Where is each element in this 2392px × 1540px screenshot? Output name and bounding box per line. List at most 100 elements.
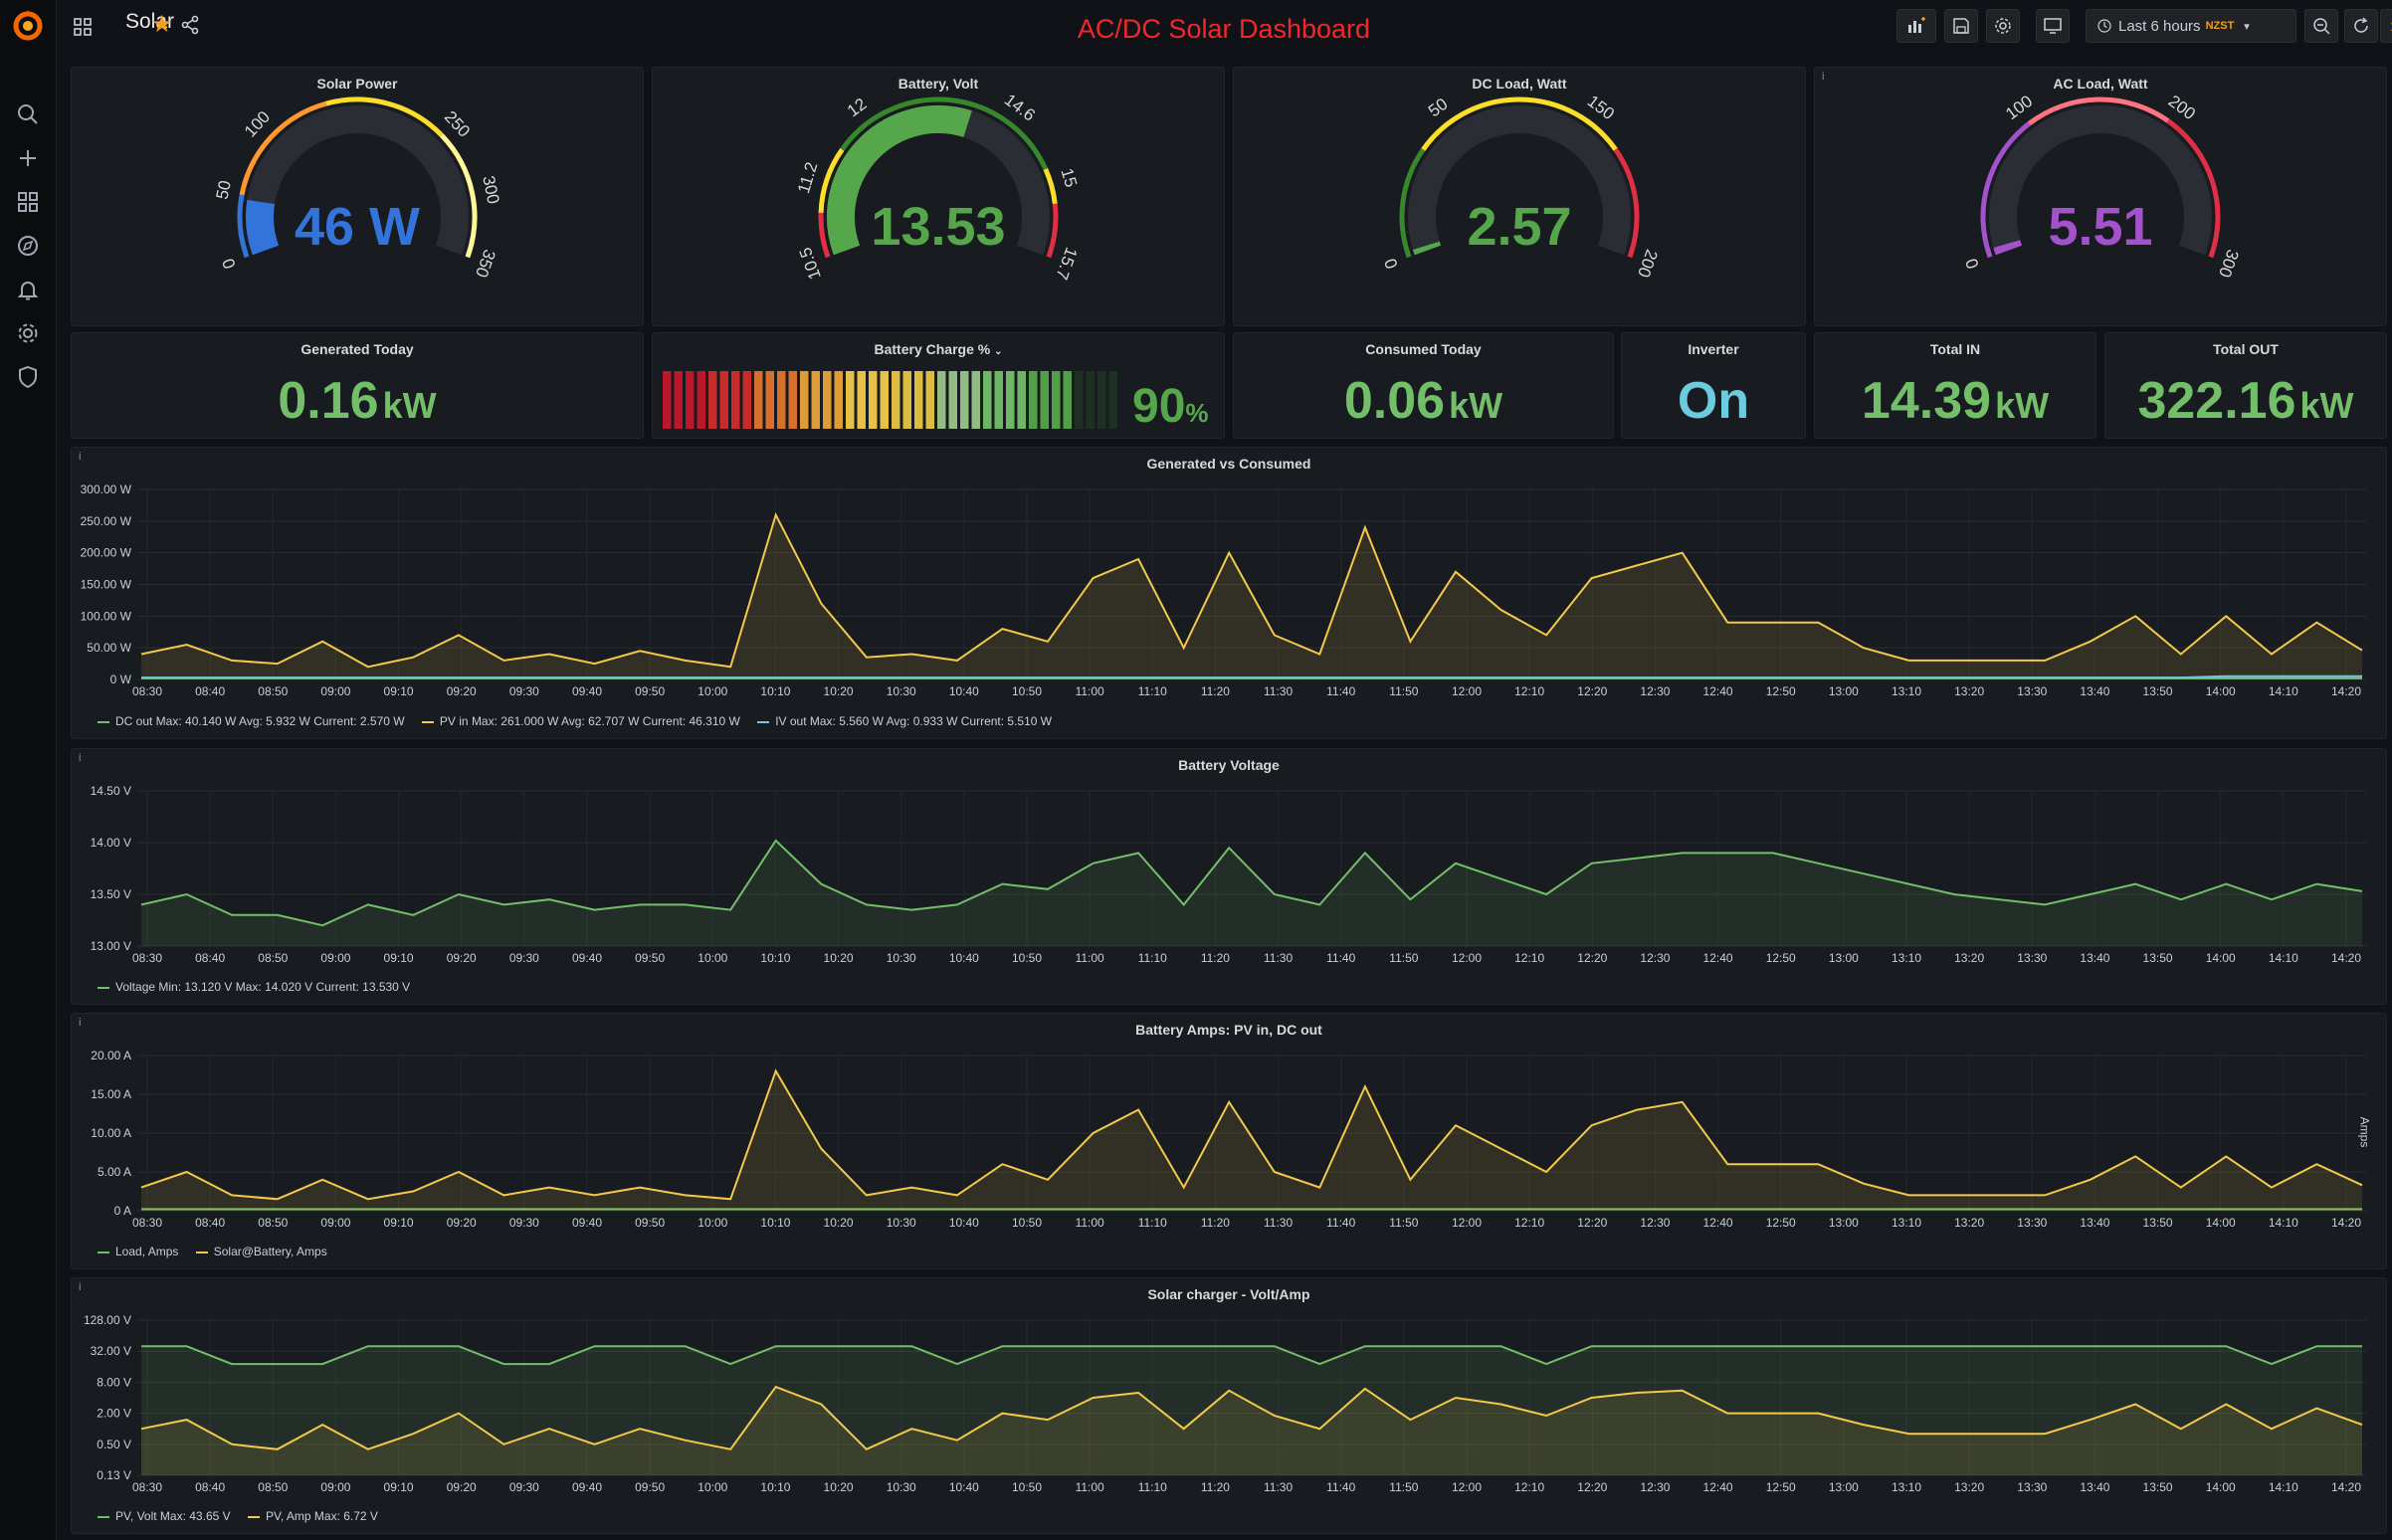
x-tick-label: 14:20: [2331, 951, 2361, 965]
gauge-panel-ac-load: i AC Load, Watt 0 100 200 300 5.51: [1814, 67, 2387, 326]
x-tick-label: 09:50: [635, 684, 665, 698]
x-tick-label: 13:50: [2143, 951, 2173, 965]
gauge-tick-label: 12: [844, 96, 871, 120]
legend-item[interactable]: Solar@Battery, Amps: [195, 1245, 327, 1258]
legend-swatch: [98, 986, 109, 989]
gauge-tick-label: 300: [479, 174, 502, 206]
legend-item[interactable]: DC out Max: 40.140 W Avg: 5.932 W Curren…: [98, 714, 405, 728]
bar-gauge-cell: [892, 371, 900, 429]
tv-mode-button[interactable]: [2036, 9, 2070, 43]
chart-legend: Voltage Min: 13.120 V Max: 14.020 V Curr…: [98, 980, 424, 994]
gauge-value-arc: [1412, 241, 1442, 256]
zoom-out-icon: [2313, 18, 2330, 35]
panel-title: DC Load, Watt: [1472, 76, 1567, 92]
x-tick-label: 11:30: [1264, 1216, 1293, 1230]
x-tick-label: 11:30: [1264, 1480, 1293, 1494]
stat-unit: kW: [1995, 385, 2050, 426]
dashboards-icon[interactable]: [15, 189, 41, 215]
bar-gauge-cell: [731, 371, 740, 429]
stat-number: 322.16: [2137, 372, 2296, 430]
bar-gauge-cell: [1097, 371, 1106, 429]
alerting-bell-icon[interactable]: [15, 277, 41, 302]
info-icon[interactable]: i: [79, 1281, 82, 1293]
save-dashboard-button[interactable]: [1944, 9, 1978, 43]
x-tick-label: 09:20: [447, 1216, 477, 1230]
gauge-value-text: 46 W: [295, 197, 420, 257]
x-tick-label: 12:30: [1640, 951, 1670, 965]
add-panel-button[interactable]: [1896, 9, 1936, 43]
y-tick-label: 10.00 A: [91, 1126, 131, 1140]
legend-text: PV in Max: 261.000 W Avg: 62.707 W Curre…: [439, 714, 740, 728]
share-icon[interactable]: [179, 14, 201, 36]
chart-legend: Load, Amps Solar@Battery, Amps: [98, 1245, 341, 1258]
configuration-gear-icon[interactable]: [15, 320, 41, 346]
gauge-threshold-band: [1399, 147, 1426, 259]
favorite-star-icon[interactable]: ★: [151, 11, 173, 38]
bar-gauge-cell: [1108, 371, 1117, 429]
chart-battery-amps[interactable]: 0 A 5.00 A 10.00 A 15.00 A 20.00 A 08:30 08:40…: [72, 1044, 2386, 1233]
gauge-threshold-band: [818, 147, 845, 213]
chart-legend: DC out Max: 40.140 W Avg: 5.932 W Curren…: [98, 714, 1066, 728]
x-tick-label: 08:40: [195, 684, 225, 698]
gauge-threshold-band: [1046, 203, 1059, 259]
gauge-tick-label: 15.7: [1052, 245, 1081, 283]
info-icon[interactable]: i: [79, 451, 82, 463]
legend-swatch: [757, 720, 770, 723]
x-tick-label: 09:20: [447, 1480, 477, 1494]
x-tick-label: 14:20: [2331, 1480, 2361, 1494]
stat-unit: kW: [2299, 385, 2354, 426]
x-tick-label: 09:50: [635, 951, 665, 965]
legend-item[interactable]: Load, Amps: [98, 1245, 178, 1258]
legend-item[interactable]: PV, Volt Max: 43.65 V: [98, 1509, 231, 1523]
x-tick-label: 08:40: [195, 1216, 225, 1230]
x-tick-label: 11:00: [1076, 684, 1104, 698]
stat-unit: kW: [1449, 385, 1503, 426]
y-tick-label: 13.00 V: [91, 939, 131, 953]
info-icon[interactable]: i: [79, 752, 82, 764]
panel-title[interactable]: Battery Charge % ⌄: [653, 341, 1224, 357]
y-tick-label: 250.00 W: [81, 514, 132, 528]
legend-item[interactable]: IV out Max: 5.560 W Avg: 0.933 W Current…: [757, 714, 1052, 728]
chevron-down-icon: ▾: [2244, 20, 2250, 33]
bar-gauge-cell: [983, 371, 992, 429]
stat-unit: %: [1185, 398, 1209, 428]
x-tick-label: 11:40: [1326, 684, 1355, 698]
dashboard-name-link[interactable]: Solar: [125, 10, 175, 33]
chart-generated-vs-consumed[interactable]: 0 W 50.00 W 100.00 W 150.00 W 200.00 W 250.00…: [72, 478, 2386, 701]
explore-compass-icon[interactable]: [15, 233, 41, 259]
gauge-tick-label: 50: [1425, 96, 1452, 120]
monitor-icon: [2044, 18, 2062, 34]
legend-item[interactable]: PV in Max: 261.000 W Avg: 62.707 W Curre…: [421, 714, 740, 728]
chart-battery-voltage[interactable]: 13.00 V 13.50 V 14.00 V 14.50 V 08:30 08:40 08…: [72, 779, 2386, 968]
dashboard-settings-button[interactable]: [1986, 9, 2020, 43]
stat-unit: kW: [382, 385, 437, 426]
legend-text: Solar@Battery, Amps: [213, 1245, 327, 1258]
zoom-out-button[interactable]: [2304, 9, 2338, 43]
refresh-interval-picker[interactable]: 10s ▾: [2380, 9, 2392, 43]
chart-legend: PV, Volt Max: 43.65 V PV, Amp Max: 6.72 …: [98, 1509, 392, 1523]
grafana-logo-icon[interactable]: [10, 8, 46, 44]
gauge-threshold-band: [237, 194, 250, 259]
panel-title: AC Load, Watt: [2053, 76, 2148, 92]
server-admin-shield-icon[interactable]: [15, 364, 41, 390]
info-icon[interactable]: i: [79, 1017, 82, 1029]
gauge-threshold-band: [2027, 96, 2170, 126]
time-range-picker[interactable]: Last 6 hours NZST ▾: [2086, 9, 2296, 43]
series-line: [140, 839, 2363, 927]
search-icon[interactable]: [15, 101, 41, 127]
x-tick-label: 10:30: [887, 951, 916, 965]
x-tick-label: 11:40: [1326, 1216, 1355, 1230]
plus-icon[interactable]: [15, 145, 41, 171]
legend-item[interactable]: Voltage Min: 13.120 V Max: 14.020 V Curr…: [98, 980, 410, 994]
y-tick-label: 0.50 V: [97, 1438, 131, 1451]
x-tick-label: 10:20: [824, 951, 854, 965]
info-icon[interactable]: i: [1822, 71, 1825, 83]
x-tick-label: 10:50: [1012, 684, 1042, 698]
battery-charge-bar-gauge: [663, 371, 1117, 429]
chart-solar-charger[interactable]: 0.13 V 0.50 V 2.00 V 8.00 V 32.00 V 128.00 V 0…: [72, 1308, 2386, 1497]
legend-item[interactable]: PV, Amp Max: 6.72 V: [247, 1509, 378, 1523]
refresh-button[interactable]: [2344, 9, 2378, 43]
stat-value: 322.16 kW: [2105, 371, 2386, 431]
x-tick-label: 09:00: [320, 684, 350, 698]
